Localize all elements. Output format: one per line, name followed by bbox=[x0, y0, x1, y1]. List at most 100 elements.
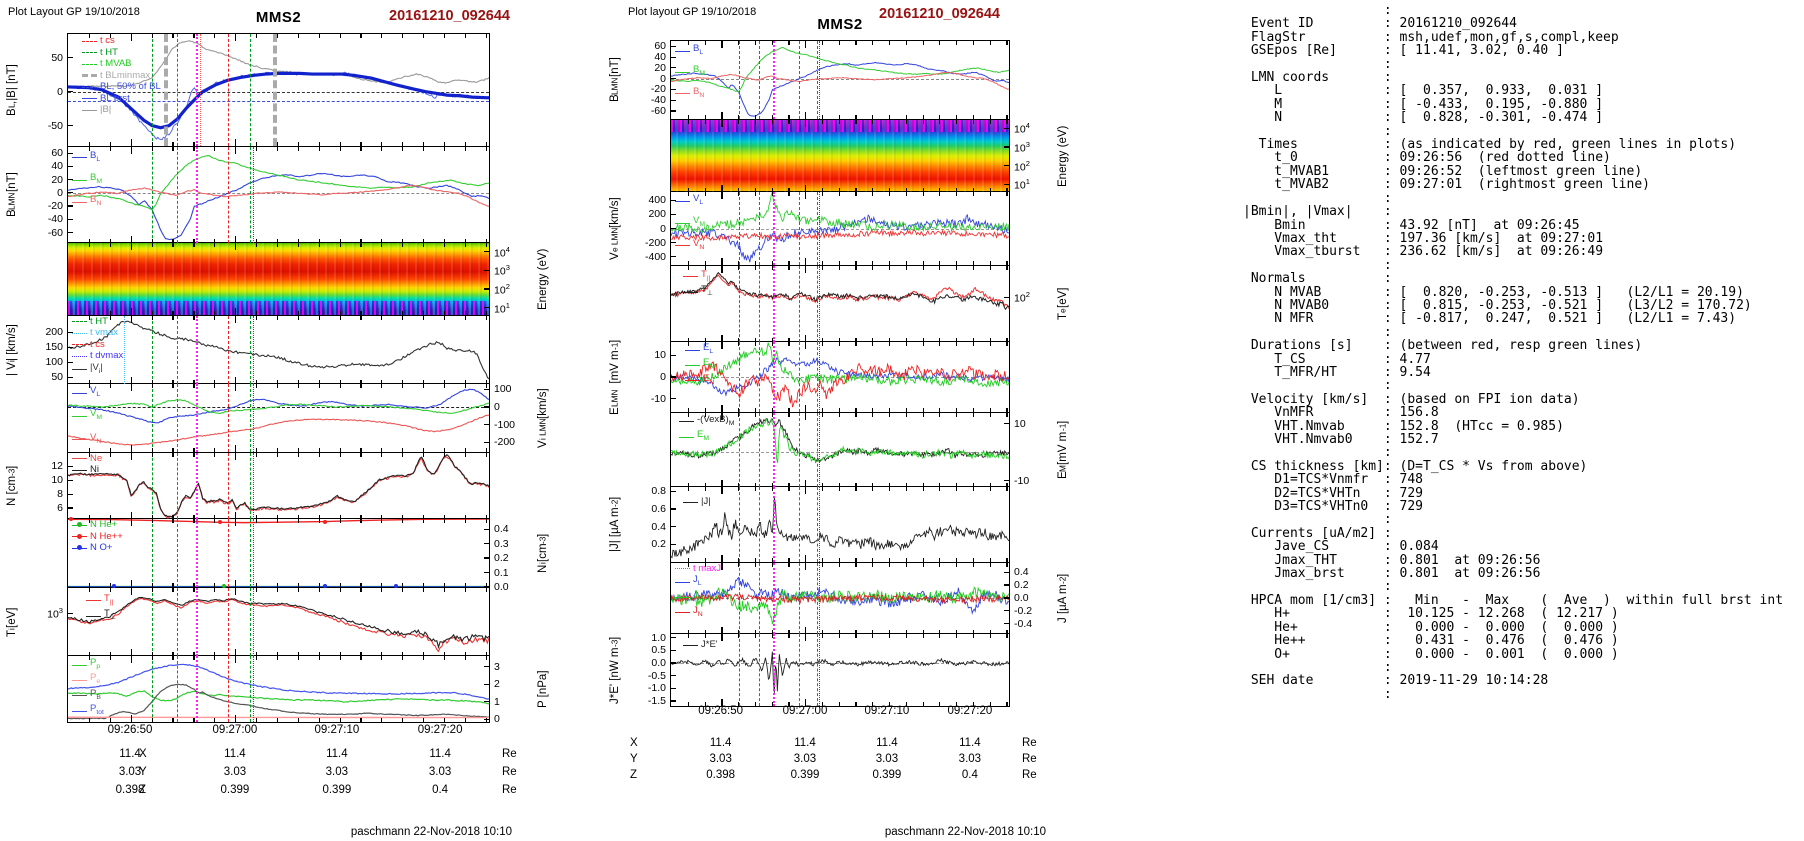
legend-marker bbox=[77, 545, 82, 551]
series-plot bbox=[671, 487, 1009, 562]
x-tick bbox=[318, 243, 320, 247]
x-tick bbox=[788, 265, 790, 270]
x-tick bbox=[485, 384, 487, 388]
legend-item: BL bbox=[675, 43, 705, 58]
x-tick bbox=[721, 184, 723, 192]
legend-item: BL, 50% of BL bbox=[82, 81, 161, 93]
x-tick bbox=[738, 634, 740, 638]
legend-label: t HT bbox=[100, 46, 118, 58]
x-tick bbox=[360, 311, 362, 315]
x-tick bbox=[214, 146, 216, 151]
event-line-magenta bbox=[773, 487, 776, 562]
x-tick bbox=[704, 265, 706, 270]
x-tick bbox=[821, 261, 824, 265]
ephemeris-value: 0.399 bbox=[220, 784, 250, 796]
x-tick bbox=[872, 337, 874, 342]
y-tick-label: 60 bbox=[51, 147, 63, 160]
x-tick bbox=[235, 715, 237, 722]
legend-item: Pe bbox=[72, 672, 104, 687]
event-line-cyan bbox=[123, 315, 125, 384]
x-tick bbox=[381, 142, 383, 146]
x-tick bbox=[214, 651, 216, 656]
y-tick bbox=[1004, 296, 1009, 298]
x-tick bbox=[464, 452, 467, 457]
event-line-magenta bbox=[195, 519, 198, 587]
series-plot bbox=[68, 384, 489, 452]
legend-label: |J| bbox=[701, 496, 711, 507]
x-tick bbox=[172, 651, 174, 656]
event-line-green1 bbox=[738, 41, 740, 119]
x-tick bbox=[402, 583, 404, 587]
x-tick bbox=[905, 119, 907, 124]
legend-line-sample bbox=[675, 581, 690, 583]
y-tick-label: -20 bbox=[47, 200, 63, 213]
x-tick bbox=[821, 634, 824, 638]
x-tick bbox=[704, 261, 706, 265]
axis-label-e-lmn: E LMN [mV m -1] bbox=[609, 339, 621, 415]
x-tick bbox=[1006, 702, 1008, 706]
legend: BL BM BN bbox=[675, 43, 705, 101]
x-tick bbox=[88, 238, 91, 243]
y-tick-label: 60 bbox=[654, 40, 666, 53]
ephemeris-axis-label: X bbox=[139, 748, 147, 760]
x-tick bbox=[172, 519, 174, 523]
x-tick bbox=[939, 115, 941, 119]
y-tick bbox=[671, 88, 676, 90]
legend-label: JM bbox=[693, 589, 704, 603]
event-line-red1 bbox=[758, 342, 760, 412]
legend-item: JL bbox=[675, 574, 721, 589]
legend-item: VL bbox=[675, 193, 705, 208]
axis-label-blmn: B LMN [nT] bbox=[609, 57, 621, 103]
x-tick bbox=[193, 384, 195, 388]
x-tick bbox=[151, 238, 153, 243]
panel-electron-spectrogram: 104 103 102 101 Energy (eV) bbox=[670, 118, 1069, 193]
x-tick bbox=[464, 311, 467, 315]
x-tick bbox=[485, 514, 487, 519]
x-tick bbox=[905, 115, 907, 119]
x-tick bbox=[381, 656, 383, 660]
legend-line-sample bbox=[72, 355, 87, 357]
x-tick bbox=[855, 562, 857, 567]
legend-line-sample bbox=[72, 321, 87, 323]
x-tick bbox=[889, 482, 891, 487]
x-tick bbox=[360, 718, 362, 722]
x-tick bbox=[754, 408, 757, 412]
x-tick bbox=[276, 452, 279, 457]
series-plot bbox=[68, 316, 489, 384]
x-tick bbox=[88, 452, 91, 457]
x-tick bbox=[464, 384, 467, 388]
event-line-green1 bbox=[152, 519, 154, 587]
x-tick bbox=[721, 265, 723, 273]
x-tick bbox=[805, 334, 807, 342]
legend: N He+ N He++ N O+ bbox=[72, 519, 123, 554]
legend-line-sample bbox=[675, 597, 690, 599]
y-tick bbox=[68, 612, 73, 614]
x-tick bbox=[88, 243, 91, 247]
legend-label: Ni bbox=[90, 464, 99, 475]
legend-line-sample bbox=[72, 710, 87, 712]
y-tick bbox=[484, 557, 489, 559]
x-tick bbox=[788, 408, 790, 412]
x-tick bbox=[130, 648, 132, 656]
x-tick bbox=[721, 555, 723, 562]
x-tick bbox=[838, 634, 840, 638]
x-tick bbox=[972, 562, 975, 567]
zero-line bbox=[671, 598, 1009, 599]
x-tick bbox=[771, 192, 773, 196]
y-tick bbox=[1004, 623, 1009, 625]
y-tick bbox=[671, 700, 676, 702]
y-tick-label: -100 bbox=[494, 418, 516, 431]
x-tick bbox=[721, 334, 723, 342]
x-tick bbox=[235, 511, 237, 519]
legend: Ne Ni bbox=[72, 453, 102, 476]
x-tick bbox=[402, 656, 404, 660]
legend-label: N O+ bbox=[90, 542, 113, 553]
x-tick bbox=[972, 119, 975, 124]
x-tick bbox=[704, 482, 706, 487]
y-tick-label: 0.5 bbox=[651, 644, 666, 657]
y-tick bbox=[671, 110, 676, 112]
y-tick-label: -400 bbox=[644, 250, 666, 263]
x-tick bbox=[855, 41, 857, 45]
x-tick bbox=[771, 115, 773, 119]
